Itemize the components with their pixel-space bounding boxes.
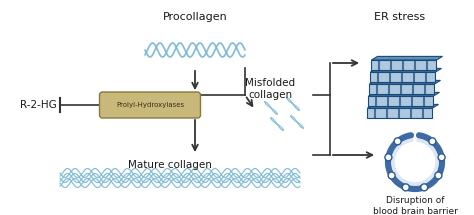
- Text: ER stress: ER stress: [374, 12, 426, 22]
- Text: Mature collagen: Mature collagen: [128, 160, 212, 170]
- Circle shape: [388, 172, 395, 179]
- Polygon shape: [372, 56, 443, 60]
- Circle shape: [429, 138, 436, 145]
- Polygon shape: [368, 96, 434, 106]
- Circle shape: [402, 184, 409, 191]
- Text: Misfolded
collagen: Misfolded collagen: [245, 78, 295, 100]
- Polygon shape: [368, 92, 439, 96]
- Text: Prolyl-Hydroxylases: Prolyl-Hydroxylases: [116, 102, 184, 108]
- Circle shape: [394, 138, 401, 145]
- Circle shape: [435, 172, 442, 179]
- Polygon shape: [367, 104, 438, 108]
- Polygon shape: [371, 68, 441, 72]
- Circle shape: [385, 154, 392, 161]
- Polygon shape: [372, 60, 437, 70]
- FancyBboxPatch shape: [100, 92, 201, 118]
- Text: Procollagen: Procollagen: [163, 12, 228, 22]
- Polygon shape: [370, 80, 440, 84]
- Polygon shape: [370, 84, 435, 94]
- Circle shape: [421, 184, 428, 191]
- Text: R-2-HG: R-2-HG: [19, 100, 56, 110]
- Polygon shape: [371, 72, 436, 82]
- Polygon shape: [367, 108, 432, 118]
- Text: Disruption of
blood brain barrier: Disruption of blood brain barrier: [373, 196, 457, 215]
- Circle shape: [438, 154, 445, 161]
